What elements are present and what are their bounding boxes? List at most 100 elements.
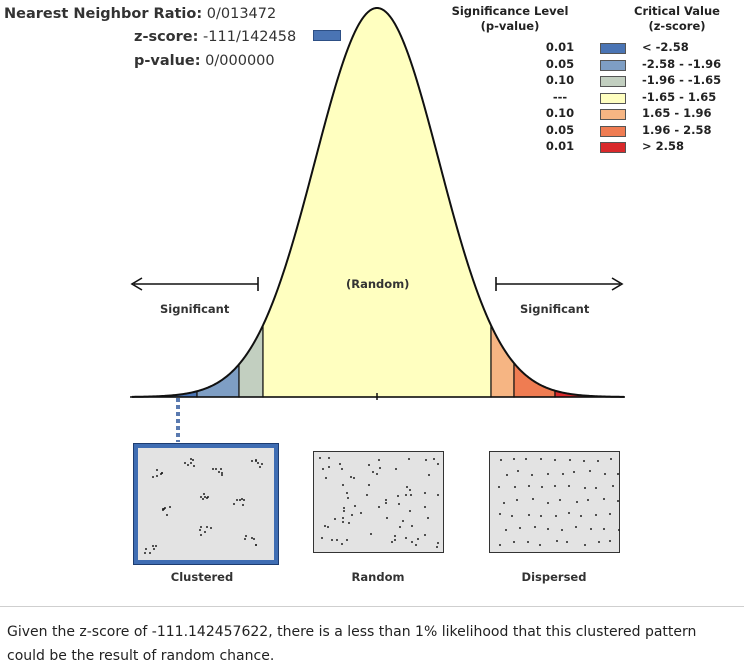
point-dot xyxy=(437,494,440,496)
legend-swatch xyxy=(600,43,626,54)
point-dot xyxy=(144,552,146,555)
point-dot xyxy=(340,543,343,546)
point-dot xyxy=(558,498,561,501)
point-dot xyxy=(377,506,380,509)
nn-ratio-label: Nearest Neighbor Ratio: xyxy=(4,6,203,22)
legend-z-range: < -2.58 xyxy=(642,40,689,54)
nn-ratio-value: 0/013472 xyxy=(206,6,277,22)
point-dot xyxy=(582,459,585,462)
point-dot xyxy=(404,536,407,539)
point-dot xyxy=(253,537,256,540)
point-dot xyxy=(384,499,387,502)
point-dot xyxy=(190,457,193,460)
legend-swatch xyxy=(600,92,626,104)
point-dot xyxy=(199,534,202,537)
point-dot xyxy=(318,456,321,459)
point-dot xyxy=(568,484,571,487)
zscore-swatch xyxy=(313,30,341,41)
point-dot xyxy=(609,512,611,515)
point-dot xyxy=(338,463,341,465)
point-dot xyxy=(512,458,515,461)
legend-z-header-line2: (z-score) xyxy=(648,19,706,33)
legend-p-value: --- xyxy=(552,89,568,104)
random-pattern-label: Random xyxy=(351,570,405,584)
point-dot xyxy=(433,458,436,461)
point-dot xyxy=(498,543,501,546)
point-dot xyxy=(251,537,254,540)
point-dot xyxy=(561,473,564,476)
point-dot xyxy=(152,476,154,479)
point-dot xyxy=(350,476,352,478)
point-dot xyxy=(595,486,598,489)
legend-p-header-line2: (p-value) xyxy=(480,19,540,33)
point-dot xyxy=(346,539,349,542)
legend-z-header-line1: Critical Value xyxy=(634,4,720,18)
point-dot xyxy=(162,507,165,510)
point-dot xyxy=(597,541,600,544)
point-dot xyxy=(546,473,549,475)
legend-swatch xyxy=(600,76,626,87)
legend-z-range: -1.65 - 1.65 xyxy=(642,89,717,104)
point-dot xyxy=(162,509,165,512)
clustered-pattern-panel xyxy=(134,444,278,564)
point-dot xyxy=(220,474,223,477)
point-dot xyxy=(148,551,151,554)
point-dot xyxy=(325,476,328,479)
dispersed-pattern-panel xyxy=(489,451,620,553)
point-dot xyxy=(256,462,259,465)
point-dot xyxy=(393,534,396,537)
point-dot xyxy=(371,470,374,473)
point-dot xyxy=(519,527,522,529)
point-dot xyxy=(244,537,247,540)
point-dot xyxy=(527,514,530,517)
curve-band xyxy=(490,324,515,398)
point-dot xyxy=(327,465,330,468)
point-dot xyxy=(499,459,502,462)
legend-swatch xyxy=(600,109,626,120)
zscore-value: -111/142458 xyxy=(203,29,297,45)
point-dot xyxy=(236,498,238,501)
point-dot xyxy=(516,498,518,501)
point-dot xyxy=(405,494,407,496)
right-significant-arrow xyxy=(495,277,624,291)
right-significant-label: Significant xyxy=(520,302,590,316)
point-dot xyxy=(360,511,363,514)
point-dot xyxy=(597,460,600,462)
point-dot xyxy=(428,474,431,476)
point-dot xyxy=(205,526,208,529)
curve-band xyxy=(196,362,240,398)
legend-z-range: > 2.58 xyxy=(642,139,685,153)
point-dot xyxy=(347,521,350,524)
point-dot xyxy=(572,471,575,473)
point-dot xyxy=(370,532,373,535)
point-dot xyxy=(254,544,257,547)
point-dot xyxy=(402,520,405,523)
point-dot xyxy=(341,468,343,470)
point-dot xyxy=(546,501,549,504)
point-dot xyxy=(203,530,206,533)
point-dot xyxy=(513,540,516,543)
point-dot xyxy=(575,526,578,529)
normal-distribution-diagram xyxy=(130,6,625,442)
point-dot xyxy=(152,545,155,548)
point-dot xyxy=(608,540,611,543)
point-dot xyxy=(320,537,323,539)
pvalue-value: 0/000000 xyxy=(205,53,275,69)
point-dot xyxy=(527,485,530,488)
point-dot xyxy=(341,484,344,487)
point-dot xyxy=(342,521,345,524)
point-dot xyxy=(375,472,378,475)
point-dot xyxy=(322,468,325,471)
point-dot xyxy=(583,487,586,490)
point-dot xyxy=(546,527,549,530)
point-dot xyxy=(244,535,247,537)
left-significant-label: Significant xyxy=(160,302,230,316)
point-dot xyxy=(210,527,212,530)
point-dot xyxy=(437,541,440,544)
legend-p-value: 0.01 xyxy=(545,40,575,54)
random-label: (Random) xyxy=(346,277,410,291)
point-dot xyxy=(385,501,388,504)
point-dot xyxy=(511,514,514,517)
point-dot xyxy=(555,540,558,543)
clustered-label: Clustered xyxy=(170,570,234,584)
